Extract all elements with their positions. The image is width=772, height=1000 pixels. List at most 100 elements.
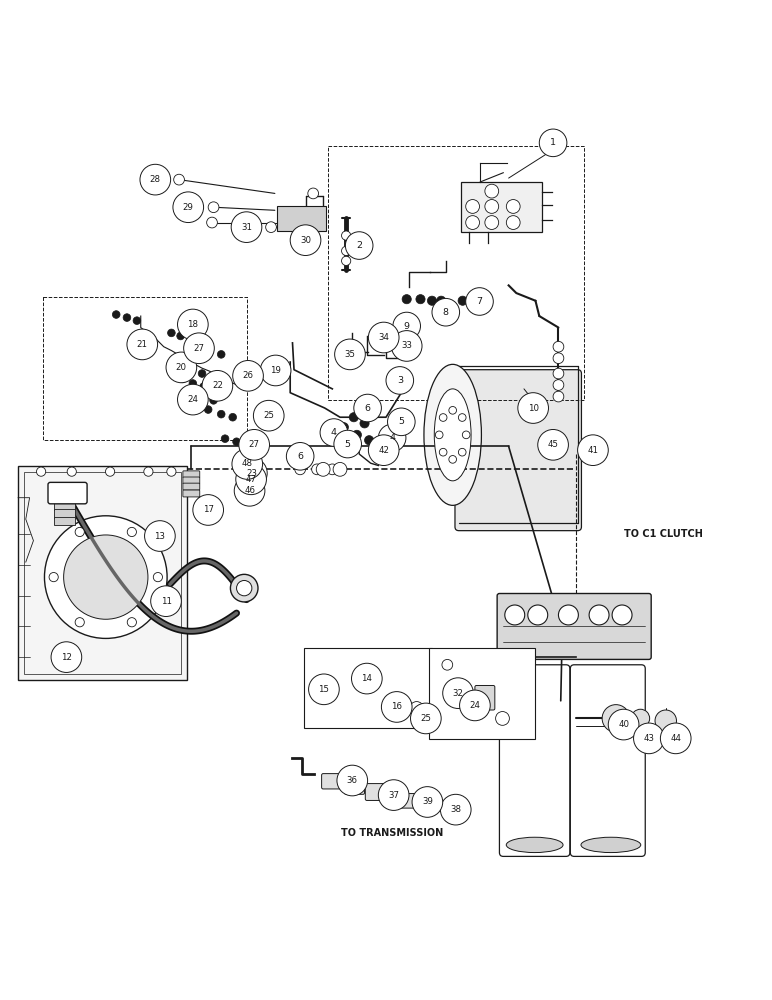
Circle shape: [140, 164, 171, 195]
Circle shape: [393, 312, 421, 340]
FancyBboxPatch shape: [455, 370, 581, 531]
Circle shape: [655, 710, 676, 731]
Circle shape: [608, 709, 639, 740]
Circle shape: [341, 231, 350, 240]
Circle shape: [177, 332, 185, 340]
Text: 15: 15: [318, 685, 330, 694]
Circle shape: [589, 605, 609, 625]
Text: 40: 40: [618, 720, 629, 729]
Text: 26: 26: [242, 371, 253, 380]
Text: 31: 31: [241, 223, 252, 232]
Circle shape: [179, 375, 187, 383]
Circle shape: [239, 429, 269, 460]
Circle shape: [144, 467, 153, 476]
Circle shape: [184, 333, 215, 364]
Circle shape: [440, 794, 471, 825]
Ellipse shape: [435, 389, 471, 481]
FancyBboxPatch shape: [183, 483, 200, 490]
Circle shape: [553, 368, 564, 379]
Circle shape: [317, 462, 330, 476]
Circle shape: [127, 618, 137, 627]
Circle shape: [166, 352, 197, 383]
Circle shape: [75, 527, 84, 537]
Circle shape: [242, 441, 250, 449]
Circle shape: [51, 642, 82, 672]
Circle shape: [386, 367, 414, 394]
Text: 32: 32: [452, 689, 463, 698]
Ellipse shape: [424, 364, 482, 505]
Circle shape: [352, 430, 361, 439]
Text: 4: 4: [389, 433, 395, 442]
Text: 13: 13: [154, 532, 165, 541]
Circle shape: [442, 659, 452, 670]
Circle shape: [290, 225, 321, 256]
FancyBboxPatch shape: [54, 502, 75, 510]
Circle shape: [660, 723, 691, 754]
Circle shape: [360, 419, 369, 428]
Circle shape: [412, 787, 442, 817]
FancyBboxPatch shape: [183, 490, 200, 497]
Circle shape: [174, 174, 185, 185]
Circle shape: [212, 374, 220, 381]
Text: 29: 29: [183, 203, 194, 212]
Circle shape: [351, 663, 382, 694]
Circle shape: [230, 574, 258, 602]
Circle shape: [127, 527, 137, 537]
Text: 30: 30: [300, 236, 311, 245]
Circle shape: [506, 200, 520, 213]
Circle shape: [154, 573, 162, 582]
Text: 44: 44: [670, 734, 681, 743]
FancyBboxPatch shape: [183, 471, 200, 478]
Circle shape: [232, 438, 240, 446]
Circle shape: [334, 339, 365, 370]
Text: 25: 25: [263, 411, 274, 420]
Circle shape: [187, 366, 195, 374]
Circle shape: [183, 389, 191, 397]
Text: 9: 9: [404, 322, 410, 331]
Circle shape: [63, 535, 148, 619]
Circle shape: [208, 202, 219, 213]
Text: 23: 23: [246, 469, 257, 478]
Text: 8: 8: [443, 308, 449, 317]
Circle shape: [634, 723, 664, 754]
Circle shape: [378, 780, 409, 810]
FancyBboxPatch shape: [461, 182, 542, 232]
Circle shape: [173, 192, 204, 223]
Circle shape: [558, 605, 578, 625]
Circle shape: [435, 431, 443, 439]
Circle shape: [133, 317, 141, 324]
Circle shape: [333, 462, 347, 476]
Text: 20: 20: [176, 363, 187, 372]
Circle shape: [391, 331, 422, 361]
Circle shape: [218, 351, 225, 358]
Text: 12: 12: [61, 653, 72, 662]
Text: TO C1 CLUTCH: TO C1 CLUTCH: [625, 529, 703, 539]
Circle shape: [577, 435, 608, 466]
Circle shape: [368, 435, 399, 466]
Text: 11: 11: [161, 597, 171, 606]
Text: 46: 46: [244, 486, 255, 495]
Circle shape: [49, 573, 58, 582]
Text: 27: 27: [194, 344, 205, 353]
Circle shape: [540, 129, 567, 157]
Circle shape: [232, 449, 262, 479]
Circle shape: [206, 344, 214, 352]
Text: 28: 28: [150, 175, 161, 184]
Text: 14: 14: [361, 674, 372, 683]
Text: 34: 34: [378, 333, 389, 342]
Circle shape: [178, 309, 208, 340]
Circle shape: [485, 184, 499, 198]
Text: 1: 1: [550, 138, 556, 147]
Circle shape: [349, 413, 358, 422]
Text: 10: 10: [527, 404, 539, 413]
FancyBboxPatch shape: [54, 509, 75, 518]
Circle shape: [416, 295, 425, 304]
Circle shape: [485, 216, 499, 229]
FancyBboxPatch shape: [571, 665, 645, 856]
FancyBboxPatch shape: [54, 517, 75, 525]
Circle shape: [195, 393, 202, 400]
Circle shape: [458, 296, 467, 305]
Circle shape: [222, 435, 229, 443]
Circle shape: [106, 467, 115, 476]
Text: 16: 16: [391, 702, 402, 711]
